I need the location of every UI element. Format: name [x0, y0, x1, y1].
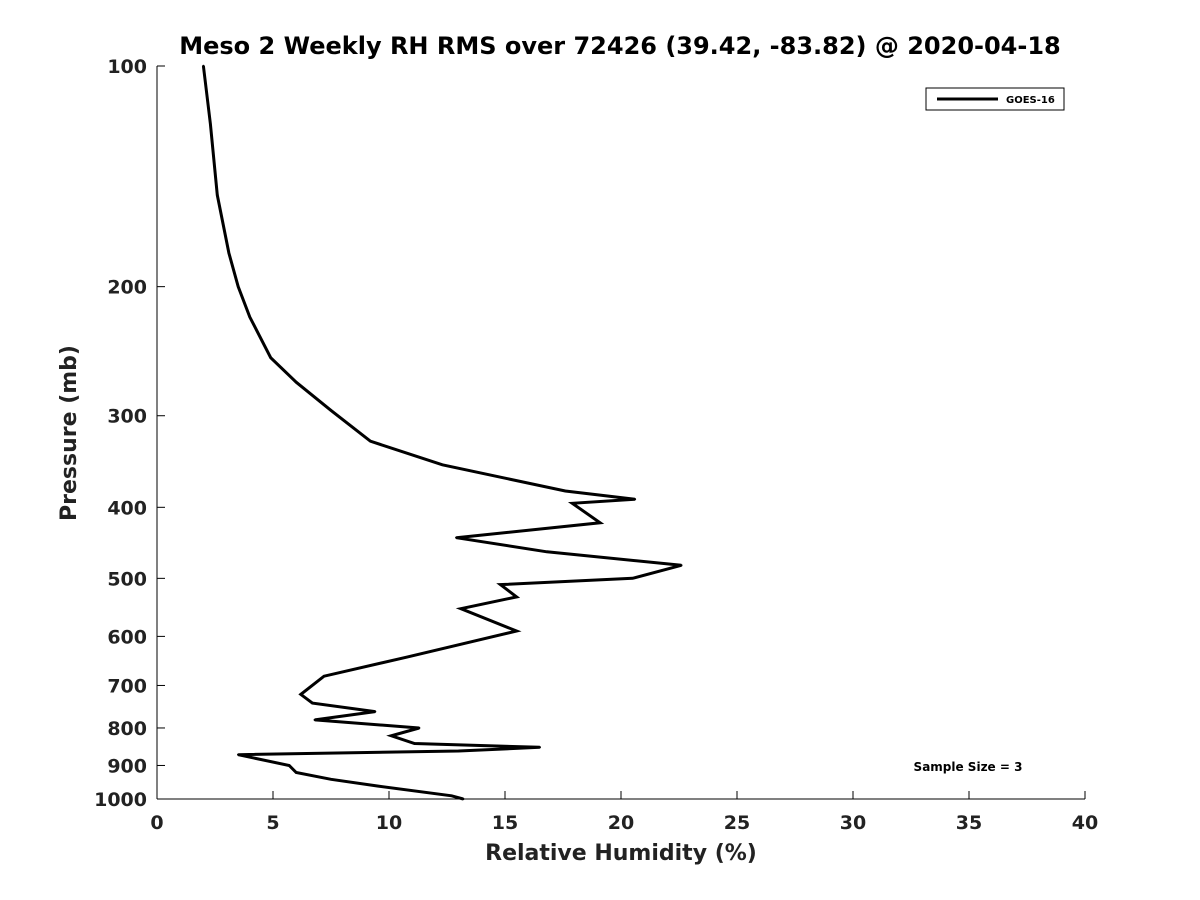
legend-label-goes-16: GOES-16 — [1006, 95, 1055, 106]
data-point — [216, 193, 219, 197]
y-axis-label: Pressure (mb) — [57, 345, 82, 521]
y-tick-label: 300 — [107, 406, 147, 428]
x-tick-label: 5 — [266, 812, 279, 834]
x-tick-label: 35 — [956, 812, 982, 834]
data-point — [299, 693, 303, 696]
data-point — [227, 251, 231, 255]
data-point — [515, 629, 518, 633]
data-point — [545, 550, 548, 554]
data-point — [515, 595, 518, 599]
y-tick-label: 700 — [107, 675, 147, 697]
x-tick-label: 25 — [724, 812, 750, 834]
data-point — [209, 122, 212, 126]
x-tick-label: 15 — [492, 812, 518, 834]
data-point — [202, 64, 205, 68]
x-axis-label: Relative Humidity (%) — [485, 841, 757, 866]
data-point — [288, 764, 291, 767]
y-tick-label: 1000 — [94, 789, 147, 811]
data-point — [329, 409, 333, 412]
data-point — [499, 583, 502, 586]
data-point — [295, 380, 298, 384]
data-point — [455, 536, 458, 539]
data-point — [538, 746, 541, 749]
data-point — [462, 797, 465, 801]
data-point — [571, 502, 574, 505]
data-point — [376, 784, 379, 788]
sample-size-annotation: Sample Size = 3 — [914, 760, 1023, 774]
data-point — [329, 778, 333, 781]
y-ticks: 100 200 300 400 500 600 700 800 900 1000 — [94, 56, 165, 811]
x-tick-label: 40 — [1072, 812, 1098, 834]
data-point — [631, 577, 634, 580]
y-tick-label: 800 — [107, 718, 147, 740]
data-point — [417, 726, 421, 730]
data-point — [311, 701, 314, 705]
data-point — [237, 753, 240, 756]
data-point — [598, 521, 602, 525]
chart-title: Meso 2 Weekly RH RMS over 72426 (39.42, … — [179, 32, 1061, 60]
data-point — [390, 734, 393, 738]
data-point — [237, 285, 240, 288]
plot-area — [156, 66, 1085, 800]
data-point — [373, 710, 377, 713]
x-ticks: 0 5 10 15 20 25 30 35 40 — [150, 791, 1098, 834]
data-point — [406, 655, 409, 659]
data-point — [680, 564, 683, 567]
data-point — [295, 771, 298, 774]
x-tick-label: 30 — [840, 812, 866, 834]
x-tick-label: 10 — [376, 812, 402, 834]
y-tick-label: 500 — [107, 568, 147, 590]
y-tick-label: 600 — [107, 626, 147, 648]
data-point — [269, 356, 272, 359]
data-point — [413, 742, 416, 745]
y-tick-label: 900 — [107, 755, 147, 777]
data-point — [441, 463, 444, 467]
data-point — [369, 440, 372, 443]
data-point — [248, 315, 251, 319]
data-point — [313, 718, 316, 722]
data-point — [459, 607, 463, 610]
series-line-goes-16 — [201, 65, 682, 801]
data-point — [633, 498, 637, 501]
y-tick-label: 200 — [107, 277, 147, 299]
data-point — [450, 794, 453, 798]
data-point — [564, 489, 567, 493]
data-point — [322, 675, 326, 678]
y-tick-label: 100 — [107, 56, 147, 78]
legend: GOES-16 — [925, 87, 1065, 111]
x-tick-label: 20 — [608, 812, 634, 834]
y-tick-label: 400 — [107, 497, 147, 519]
data-point — [457, 749, 460, 753]
series-layer — [201, 64, 683, 801]
x-tick-label: 0 — [150, 812, 163, 834]
